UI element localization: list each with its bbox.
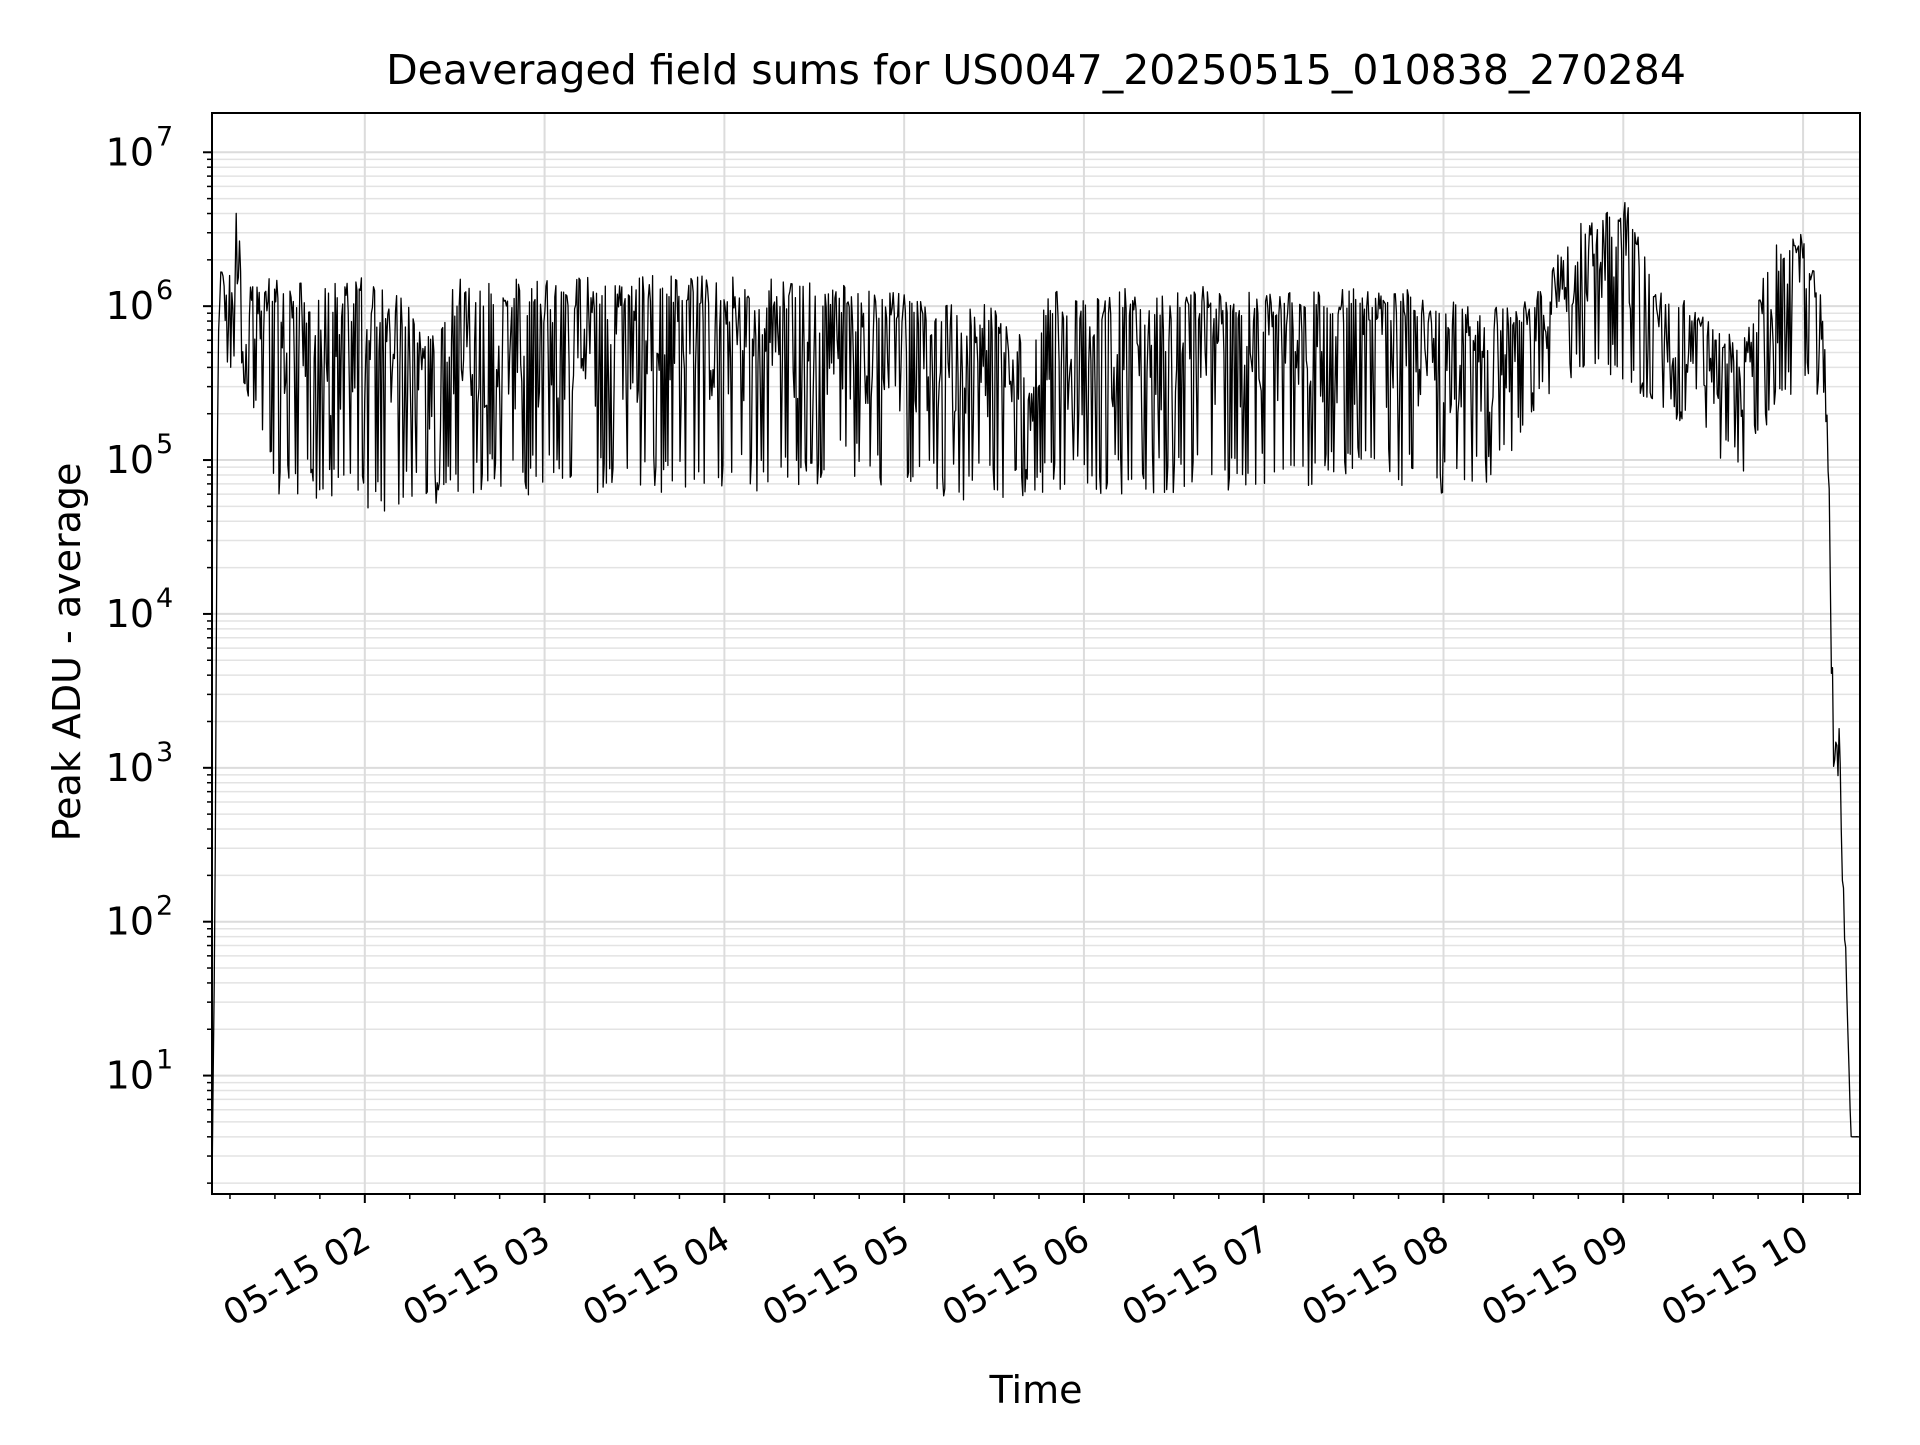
- y-tick-exponent: 2: [156, 891, 173, 922]
- y-tick-label: 10: [106, 284, 154, 328]
- x-axis-label: Time: [989, 1368, 1083, 1412]
- y-axis-label: Peak ADU - average: [45, 463, 89, 842]
- y-tick-label: 10: [106, 900, 154, 944]
- y-tick-exponent: 1: [156, 1045, 173, 1076]
- y-tick-label: 10: [106, 130, 154, 174]
- y-tick-label: 10: [106, 1054, 154, 1098]
- chart-title: Deaveraged field sums for US0047_2025051…: [386, 46, 1686, 94]
- y-tick-label: 10: [106, 438, 154, 482]
- tick-marks: [203, 151, 1849, 1203]
- series-layer: [211, 201, 1861, 1191]
- plot-frame: [211, 112, 1861, 1195]
- y-tick-label: 10: [106, 746, 154, 790]
- grid-lines: [212, 113, 1860, 1194]
- y-tick-exponent: 3: [156, 737, 173, 768]
- y-tick-exponent: 5: [156, 429, 173, 460]
- y-tick-label: 10: [106, 592, 154, 636]
- y-tick-exponent: 4: [156, 583, 173, 614]
- y-tick-exponent: 6: [156, 275, 173, 306]
- y-tick-exponent: 7: [156, 121, 173, 152]
- series-line: [211, 201, 1861, 1191]
